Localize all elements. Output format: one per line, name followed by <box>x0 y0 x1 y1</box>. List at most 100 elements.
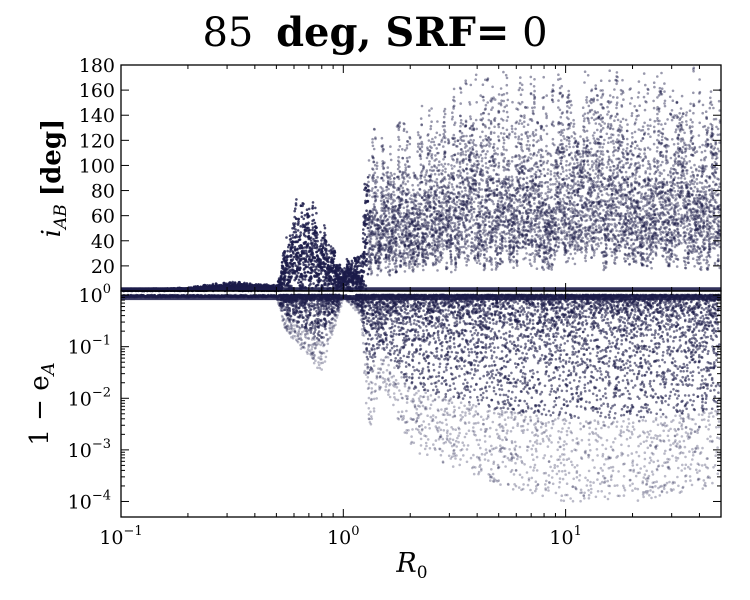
top-scatter-point <box>332 257 336 261</box>
top-scatter-point <box>374 137 377 141</box>
top-scatter-point <box>312 265 315 268</box>
top-scatter-point <box>290 254 293 257</box>
top-scatter-point <box>294 217 298 220</box>
top-scatter-point <box>428 162 431 166</box>
top-scatter-point <box>387 197 391 200</box>
top-scatter-point <box>311 252 315 256</box>
top-scatter-point <box>414 204 418 208</box>
top-scatter-point <box>372 147 376 151</box>
top-scatter-point <box>306 260 310 264</box>
top-scatter-point <box>387 187 390 191</box>
top-scatter-point <box>331 247 335 250</box>
top-scatter-point <box>369 225 373 228</box>
top-scatter-point <box>420 142 424 146</box>
top-scatter-point <box>424 248 428 251</box>
top-scatter-point <box>417 220 420 224</box>
top-scatter-point <box>386 166 390 169</box>
top-scatter-point <box>369 262 373 265</box>
top-scatter-point <box>386 230 390 234</box>
top-scatter-point <box>304 249 308 253</box>
top-scatter-point <box>428 160 431 163</box>
top-scatter-point <box>387 265 390 269</box>
top-scatter-point <box>371 137 374 141</box>
top-scatter-point <box>376 189 380 192</box>
top-scatter-point <box>387 211 391 215</box>
top-scatter-point <box>300 211 304 214</box>
top-scatter-point <box>410 194 413 197</box>
top-scatter-point <box>421 196 424 199</box>
top-scatter-point <box>307 207 311 211</box>
top-scatter-point <box>303 278 307 281</box>
top-scatter-point <box>404 244 408 248</box>
top-scatter-point <box>376 195 379 198</box>
top-scatter-point <box>398 209 401 213</box>
top-scatter-point <box>316 239 319 243</box>
top-scatter-point <box>404 264 408 267</box>
top-scatter-point <box>301 284 305 287</box>
top-scatter-point <box>325 249 328 252</box>
top-scatter-point <box>386 199 389 202</box>
top-scatter-point <box>297 222 300 225</box>
top-scatter-points <box>120 66 722 293</box>
top-scatter-point <box>404 261 408 265</box>
top-scatter-point <box>307 231 311 235</box>
top-scatter-point <box>369 267 373 271</box>
top-scatter-point <box>369 240 372 243</box>
top-scatter-point <box>290 284 293 288</box>
top-scatter-point <box>323 265 327 269</box>
top-scatter-point <box>321 250 324 253</box>
top-scatter-point <box>416 150 419 153</box>
top-scatter-point <box>362 271 365 274</box>
top-scatter-point <box>407 173 410 176</box>
top-scatter-point <box>403 220 407 224</box>
top-scatter-point <box>379 216 383 220</box>
top-scatter-point <box>397 135 400 139</box>
top-scatter-point <box>375 211 379 215</box>
top-scatter-point <box>408 229 411 233</box>
top-scatter-point <box>281 265 285 268</box>
top-scatter-point <box>428 209 431 213</box>
top-scatter-point <box>371 168 375 171</box>
top-scatter-point <box>304 240 308 244</box>
top-scatter-point <box>372 160 376 163</box>
top-scatter-point <box>406 227 409 231</box>
top-scatter-point <box>388 262 391 266</box>
top-scatter-point <box>389 158 393 162</box>
top-scatter-point <box>406 180 410 183</box>
top-scatter-point <box>378 256 381 260</box>
top-scatter-point <box>409 249 412 252</box>
top-scatter-point <box>428 109 431 112</box>
top-scatter-point <box>293 261 297 265</box>
top-scatter-point <box>390 196 393 199</box>
top-scatter-point <box>414 263 417 266</box>
top-scatter-point <box>406 253 410 257</box>
top-scatter-point <box>397 138 401 141</box>
top-scatter-point <box>405 144 409 147</box>
top-scatter-point <box>372 203 376 206</box>
top-scatter-point <box>362 282 366 286</box>
top-scatter-point <box>286 262 289 265</box>
top-scatter-point <box>412 211 415 214</box>
top-scatter-point <box>394 231 397 234</box>
top-scatter-point <box>389 152 392 156</box>
top-scatter-point <box>311 228 314 232</box>
top-scatter-point <box>382 167 385 171</box>
top-scatter-point <box>391 226 395 229</box>
top-scatter-point <box>309 236 313 239</box>
top-scatter-point <box>371 141 374 144</box>
top-scatter-point <box>373 215 377 219</box>
top-scatter-point <box>363 233 367 236</box>
top-scatter-point <box>420 203 423 206</box>
top-scatter-point <box>426 234 430 238</box>
top-scatter-point <box>391 245 395 248</box>
top-scatter-point <box>419 157 423 161</box>
top-scatter-point <box>329 245 333 248</box>
top-scatter-point <box>296 229 300 232</box>
top-scatter-point <box>315 211 318 215</box>
top-scatter-point <box>408 142 412 146</box>
top-scatter-point <box>325 244 328 247</box>
top-scatter-point <box>398 121 402 124</box>
top-scatter-point <box>394 261 398 265</box>
top-scatter-point <box>428 232 432 235</box>
top-scatter-point <box>375 167 379 170</box>
